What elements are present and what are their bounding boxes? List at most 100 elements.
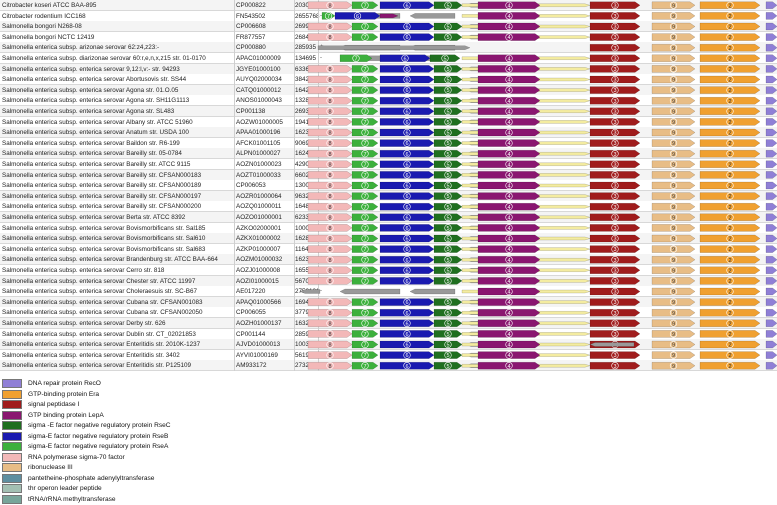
rseA-gene-arrow: 7: [351, 160, 379, 168]
gene-number-label: 7: [363, 300, 366, 306]
gene-number-label: 4: [507, 353, 510, 359]
rseB-gene-arrow: 6: [379, 224, 435, 232]
gene-number-label: 4: [507, 268, 510, 274]
era-gene-arrow: 2: [699, 361, 761, 370]
lepA-gene-arrow: 4: [477, 12, 541, 20]
gene-number-label: 8: [328, 268, 331, 274]
rseB-gene-arrow: 6: [379, 245, 435, 253]
rseB-gene-arrow: 6: [379, 308, 435, 317]
organism-name: Salmonella enterica subsp. enterica sero…: [2, 351, 180, 359]
genome-position: 16556: [295, 267, 313, 274]
gene-number-label: 7: [363, 99, 366, 105]
era-gene-arrow: 2: [699, 65, 761, 73]
gene-number-label: 8: [328, 173, 331, 179]
gene-number-label: 6: [405, 3, 408, 9]
gene-number-label: 2: [728, 247, 731, 253]
gene-number-label: 7: [363, 194, 366, 200]
gene-number-label: 7: [363, 237, 366, 243]
rseB-gene-arrow: 6: [379, 351, 435, 359]
gene-number-label: 2: [728, 78, 731, 84]
rpoE-gene-arrow: 8: [307, 128, 353, 137]
genome-position: 63361: [295, 65, 313, 73]
rseA-gene-arrow: 7: [351, 351, 379, 359]
organism-name: Citrobacter rodentium ICC168: [2, 12, 86, 20]
rnc-gene-arrow: 9: [651, 128, 696, 137]
gene-number-label: 2: [728, 268, 731, 274]
genome-position: 100029: [295, 224, 317, 232]
gene-number-label: 6: [405, 173, 408, 179]
gene-number-label: 3: [613, 152, 616, 158]
rseA-gene-arrow: 7: [351, 224, 379, 232]
lepA-gene-arrow: 4: [477, 1, 541, 9]
gene-number-label: 5: [446, 35, 449, 41]
gene-number-label: 6: [405, 184, 408, 190]
rseC-gene-arrow: 5: [433, 351, 463, 359]
gene-number-label: 3: [613, 131, 616, 137]
genome-position: 1300905: [295, 182, 320, 190]
gene-number-label: 2: [728, 152, 731, 158]
gene-number-label: 3: [613, 226, 616, 232]
rseB-gene-arrow: 6: [334, 12, 381, 20]
gene-number-label: 3: [613, 300, 616, 306]
gene-legend: DNA repair protein RecO GTP-binding prote…: [0, 378, 777, 504]
era-gene-arrow: 2: [699, 86, 761, 94]
gene-number-label: 6: [405, 194, 408, 200]
gene-number-label: 5: [446, 237, 449, 243]
accession-number: AYVI01000169: [236, 351, 278, 359]
gene-number-label: 6: [405, 353, 408, 359]
gene-number-label: 8: [328, 78, 331, 84]
gene-number-label: 8: [328, 35, 331, 41]
lepA-gene-arrow: 4: [477, 54, 541, 62]
lepA-gene-arrow: 4: [477, 181, 541, 190]
rseB-gene-arrow: 6: [379, 298, 435, 306]
rseB-gene-arrow: 6: [379, 255, 435, 264]
gene-number-label: 4: [507, 364, 510, 370]
lepA-gene-arrow: 4: [477, 330, 541, 338]
gene-number-label: 5: [446, 162, 449, 168]
gene-number-label: 6: [405, 300, 408, 306]
organism-name: Salmonella enterica subsp. enterica sero…: [2, 203, 202, 211]
recO-gene-arrow: [765, 181, 777, 190]
era-gene-arrow: 2: [699, 160, 761, 168]
organism-name: Salmonella enterica subsp. enterica sero…: [2, 214, 186, 221]
lepA-gene-arrow: 4: [477, 308, 541, 317]
era-gene-arrow: 2: [699, 277, 761, 285]
gene-number-label: 7: [363, 343, 366, 349]
rseA-gene-arrow: 7: [351, 330, 379, 338]
accession-number: CP006053: [236, 182, 266, 190]
era-gene-arrow: 2: [699, 192, 761, 200]
organism-name: Salmonella enterica subsp. enterica sero…: [2, 224, 206, 232]
gene-number-label: 3: [613, 109, 616, 115]
gene-number-label: 6: [405, 141, 408, 147]
rseC-gene-arrow: 5: [433, 128, 463, 137]
gene-number-label: 7: [363, 78, 366, 84]
gene-number-label: 3: [613, 332, 616, 338]
gene-number-label: 2: [728, 99, 731, 105]
genome-position: 9069: [295, 139, 310, 147]
era-gene-arrow: 2: [699, 298, 761, 306]
rpoE-gene-arrow: 8: [307, 298, 353, 306]
lepB-gene-arrow: 3: [589, 171, 641, 179]
gene-number-label: 4: [507, 321, 510, 327]
rseC-gene-arrow: 5: [433, 149, 463, 158]
gene-number-label: 5: [446, 131, 449, 137]
gene-number-label: 6: [405, 78, 408, 84]
gene-number-label: 9: [672, 268, 675, 274]
gene-number-label: 4: [507, 35, 510, 41]
organism-name: Salmonella enterica subsp. enterica sero…: [2, 192, 202, 200]
gene-number-label: 9: [672, 14, 675, 20]
organism-name: Salmonella enterica subsp. enterica sero…: [2, 139, 180, 147]
organism-name: Salmonella enterica subsp. enterica sero…: [2, 256, 218, 264]
rnc-gene-arrow: 9: [651, 181, 696, 190]
era-gene-arrow: 2: [699, 351, 761, 359]
rseC-gene-arrow: 5: [433, 160, 463, 168]
recO-gene-arrow: [765, 308, 777, 317]
gene-number-label: 6: [405, 88, 408, 94]
gene-number-label: 4: [507, 258, 510, 264]
rpoE-gene-arrow: 8: [307, 224, 353, 232]
era-gene-arrow: 2: [699, 266, 761, 274]
accession-number: ANOS01000043: [236, 97, 282, 105]
gene-number-label: 9: [672, 35, 675, 41]
genome-position: 3779674: [295, 309, 320, 317]
genome-position: 16235: [295, 129, 313, 137]
